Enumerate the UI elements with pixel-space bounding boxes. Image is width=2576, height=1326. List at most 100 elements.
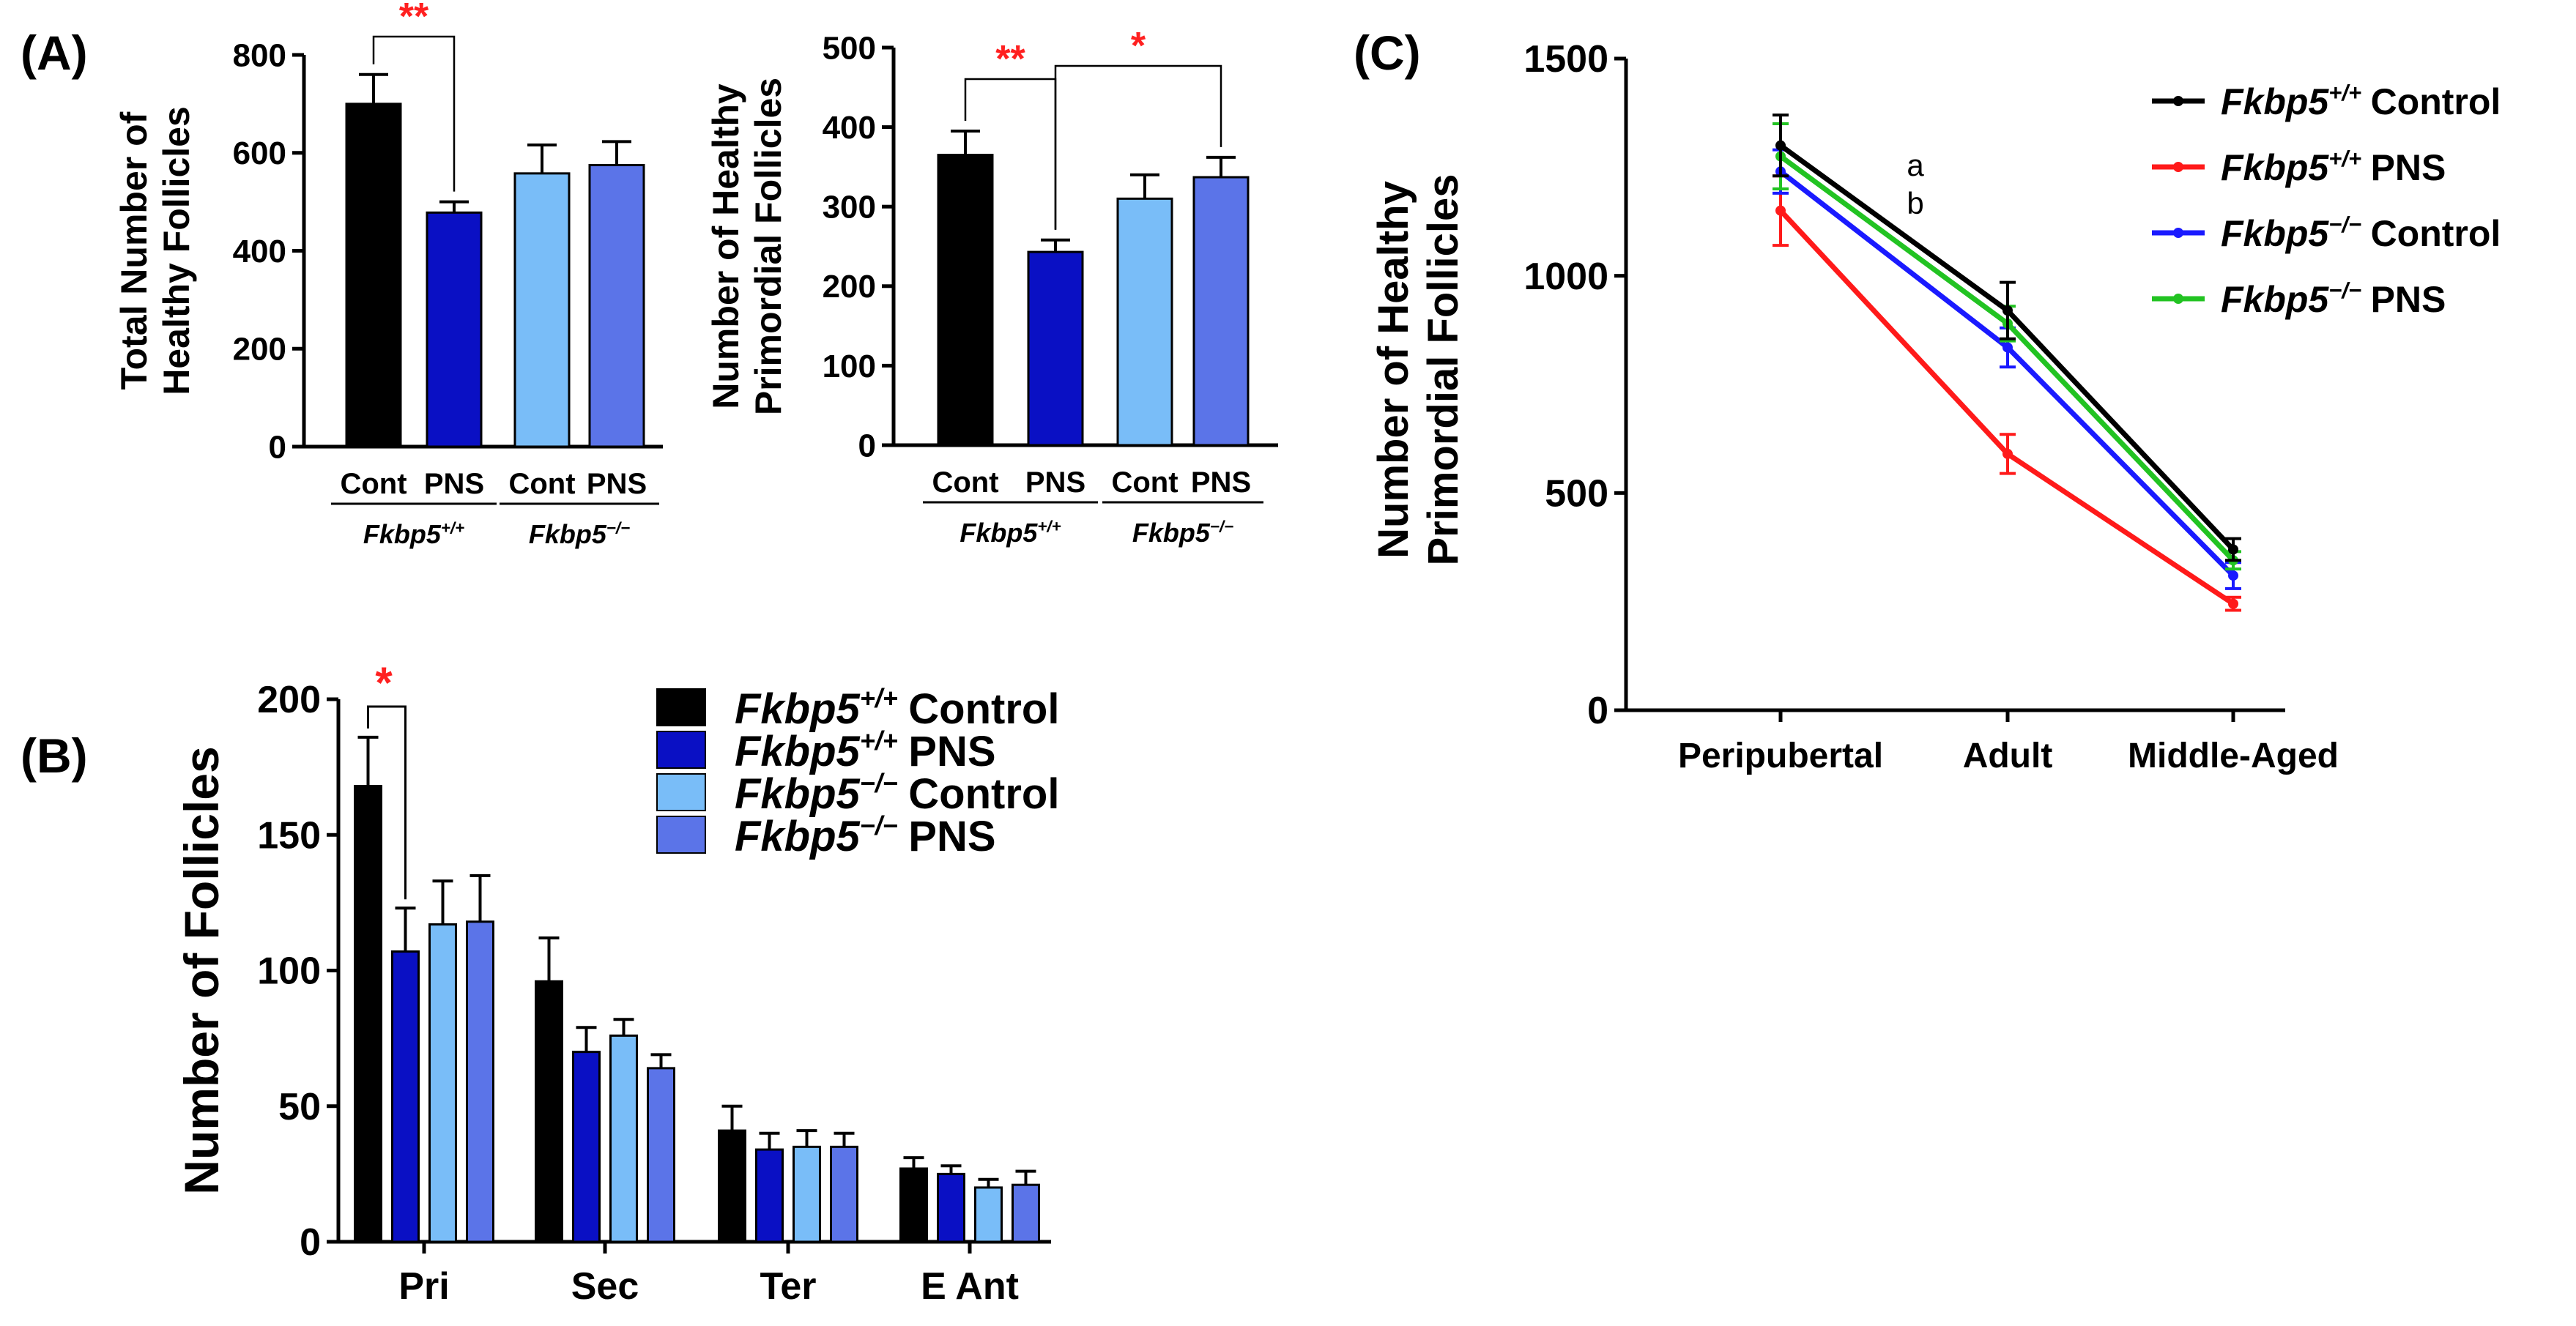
- panel-label-a: (A): [21, 26, 88, 80]
- chart-a2-xtick-label-0: Cont: [932, 466, 998, 499]
- chart-a2-group-label-1-genotype: −/−: [1210, 517, 1233, 535]
- chart-a1-ytick-label: 800: [233, 37, 286, 73]
- chart-c-xtick-label-0: Peripubertal: [1678, 737, 1883, 775]
- chart-b-legend-label-2: Fkbp5−/− Control: [735, 768, 1059, 818]
- chart-c-ytick-label: 1500: [1523, 38, 1608, 81]
- chart-a2-xtick-label-2: Cont: [1111, 466, 1178, 499]
- chart-a1-group-label-0-genotype: +/+: [441, 518, 464, 537]
- chart-c-legend-label-1-text: PNS: [2371, 147, 2446, 188]
- chart-a1-xtick-label-0: Cont: [340, 468, 407, 500]
- chart-a2-ytick-label: 300: [823, 190, 876, 226]
- chart-a2-group-label-0-genotype: +/+: [1037, 517, 1061, 535]
- chart-b-legend-label-0-genotype: +/+: [860, 683, 898, 713]
- chart-a2-ylabel-line-0: Number of Healthy: [705, 83, 746, 409]
- chart-b-bar-s3-c2: [830, 1145, 858, 1243]
- chart-a2-ytick-label: 100: [823, 349, 876, 384]
- chart-c-legend-label-0-genotype: +/+: [2328, 80, 2361, 105]
- chart-b-ytick-label: 150: [257, 814, 321, 857]
- chart-a1-ytick-label: 0: [269, 429, 286, 465]
- chart-b-xtick-label-1: Sec: [571, 1265, 639, 1308]
- chart-c-ylabel-line-0: Number of Healthy: [1370, 181, 1417, 559]
- chart-b-legend-label-1-genotype: +/+: [860, 726, 898, 756]
- chart-c-ytick-label: 1000: [1523, 256, 1608, 298]
- chart-b-significance-label-0: *: [375, 658, 393, 707]
- chart-c-legend-label-2-text: Control: [2371, 213, 2501, 254]
- chart-a2-significance-bracket-1: [1054, 64, 1222, 230]
- chart-a1-xtick-label-1: PNS: [424, 468, 484, 500]
- chart-a1-ytick-label: 600: [233, 135, 286, 171]
- chart-b-bar-s0-c1: [535, 980, 563, 1243]
- chart-c-legend-marker-3: [2173, 294, 2183, 304]
- chart-a2-ytick-label: 500: [823, 30, 876, 66]
- chart-c-legend-label-2-genotype: −/−: [2328, 212, 2361, 237]
- panel-label-b: (B): [21, 729, 88, 783]
- chart-a1-group-label-1: Fkbp5−/−: [529, 518, 630, 549]
- chart-b-legend-swatch-0: [656, 688, 706, 726]
- chart-b-legend-label-0: Fkbp5+/+ Control: [735, 683, 1059, 733]
- chart-c-ytick-label: 500: [1545, 473, 1608, 515]
- chart-a2-significance-label-1: *: [1131, 25, 1146, 67]
- chart-b-legend-label-0-text: Control: [908, 685, 1059, 733]
- chart-c-xtick-label-2: Middle-Aged: [2128, 737, 2339, 775]
- chart-a1-group-label-0-gene: Fkbp5: [363, 519, 442, 549]
- chart-c-point-s1-p2: [2228, 598, 2238, 609]
- chart-a1-ytick-label: 400: [233, 234, 286, 269]
- chart-a2-ytick-label: 200: [823, 269, 876, 305]
- chart-a2-xtick-label-3: PNS: [1191, 466, 1251, 499]
- chart-c-legend-label-1-genotype: +/+: [2328, 146, 2361, 171]
- chart-c-point-s0-p1: [2002, 305, 2013, 316]
- chart-c-point-s0-p0: [1775, 140, 1786, 151]
- chart-b-bar-s0-c0: [354, 785, 382, 1243]
- panel-label-c: (C): [1354, 26, 1421, 80]
- chart-c-primordial-follicles-by-age: 0 500 1000 1500 Peripubertal Adult Middle-Aged…: [1370, 38, 2501, 775]
- chart-b-legend-label-1: Fkbp5+/+ PNS: [735, 726, 996, 775]
- chart-a1-bar-3: [588, 163, 645, 448]
- chart-c-annotation-1: b: [1907, 186, 1923, 220]
- chart-b-xtick-label-2: Ter: [760, 1265, 816, 1308]
- chart-c-point-s1-p0: [1775, 205, 1786, 216]
- chart-b-follicles-by-stage: 0 50 100 150 200 Pri Sec Ter E Ant * Number of Fol…: [174, 658, 1059, 1308]
- chart-a2-bar-3: [1192, 176, 1250, 447]
- chart-b-bar-s0-c2: [718, 1129, 746, 1243]
- chart-b-ytick-label: 100: [257, 950, 321, 993]
- chart-b-bar-s2-c1: [609, 1034, 638, 1243]
- chart-c-point-s1-p1: [2002, 448, 2013, 459]
- chart-a1-xtick-label-2: Cont: [508, 468, 575, 500]
- chart-a2-group-label-1: Fkbp5−/−: [1132, 517, 1233, 548]
- chart-b-legend-label-0-gene: Fkbp5: [735, 685, 861, 733]
- chart-c-legend-label-0-text: Control: [2371, 81, 2501, 122]
- chart-a2-group-label-1-gene: Fkbp5: [1132, 518, 1211, 548]
- chart-b-xtick-label-0: Pri: [398, 1265, 449, 1308]
- chart-c-legend-label-0: Fkbp5+/+ Control: [2221, 80, 2501, 122]
- chart-a1-ytick-label: 200: [233, 332, 286, 368]
- chart-b-bar-s3-c3: [1012, 1183, 1040, 1243]
- chart-c-point-s2-p1: [2002, 342, 2013, 353]
- chart-a1-group-label-1-genotype: −/−: [606, 518, 630, 537]
- chart-a1-ylabel-line-0: Total Number of: [114, 111, 155, 390]
- chart-c-ylabel-line-1: Primordial Follicles: [1419, 174, 1467, 565]
- chart-a1-ylabel-line-1: Healthy Follicles: [156, 106, 197, 395]
- chart-c-xtick-label-1: Adult: [1963, 737, 2053, 775]
- chart-b-significance-bracket-0: [367, 705, 407, 900]
- chart-c-legend-label-2-gene: Fkbp5: [2221, 213, 2329, 254]
- chart-a1-significance-label-0: **: [399, 0, 429, 38]
- chart-c-ytick-label: 0: [1587, 690, 1608, 732]
- chart-b-bar-s1-c3: [937, 1172, 965, 1243]
- chart-a1-group-label-1-gene: Fkbp5: [529, 519, 607, 549]
- chart-c-legend-label-3: Fkbp5−/− PNS: [2221, 278, 2446, 320]
- chart-a2-bar-0: [937, 154, 994, 447]
- chart-c-point-s2-p2: [2228, 570, 2238, 581]
- chart-c-line-s1: [1778, 209, 2235, 606]
- chart-b-legend-label-3-gene: Fkbp5: [735, 813, 861, 860]
- chart-b-legend-label-1-text: PNS: [908, 728, 995, 775]
- chart-c-legend-label-1: Fkbp5+/+ PNS: [2221, 146, 2446, 188]
- chart-b-ytick-label: 200: [257, 679, 321, 721]
- chart-c-legend-marker-1: [2173, 162, 2183, 172]
- chart-c-legend-label-3-text: PNS: [2371, 279, 2446, 320]
- chart-a2-group-label-0: Fkbp5+/+: [959, 517, 1061, 548]
- chart-b-legend-label-3-genotype: −/−: [860, 811, 898, 841]
- chart-b-legend-label-2-text: Control: [908, 770, 1059, 818]
- chart-c-annotation-0: a: [1907, 148, 1924, 182]
